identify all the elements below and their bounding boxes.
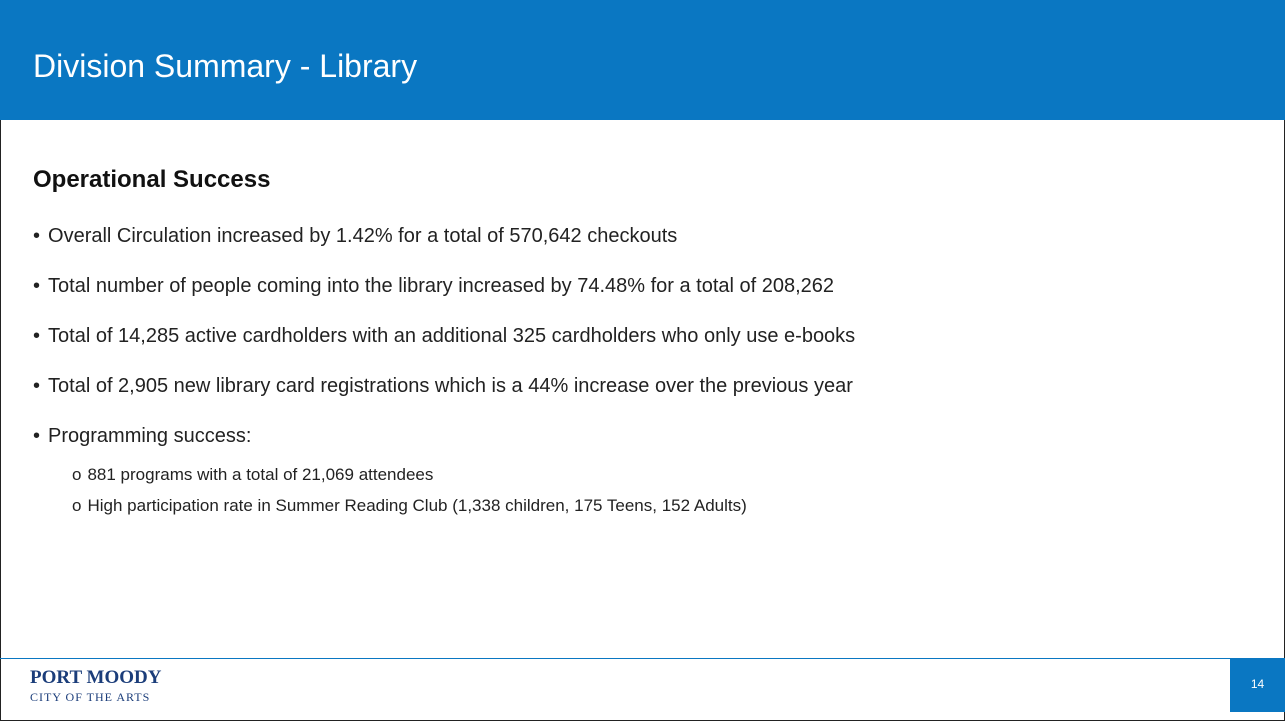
- bullet: Total of 14,285 active cardholders with …: [33, 325, 855, 348]
- footer-rule: [0, 658, 1230, 659]
- logo-subtext: CITY OF THE ARTS: [30, 690, 151, 704]
- page-number: 14: [1250, 677, 1265, 691]
- bullet: Total number of people coming into the l…: [33, 275, 834, 298]
- bullet: Overall Circulation increased by 1.42% f…: [33, 225, 677, 248]
- heading: Operational Success: [33, 166, 271, 193]
- page-number-box: 14: [1230, 658, 1285, 712]
- sub-bullet: 881 programs with a total of 21,069 atte…: [72, 465, 433, 485]
- sub-bullet: High participation rate in Summer Readin…: [72, 496, 746, 516]
- title: Division Summary - Library: [33, 48, 418, 84]
- bullet: Programming success:: [33, 425, 251, 448]
- logo-text: PORT MOODY: [30, 667, 162, 688]
- bullet: Total of 2,905 new library card registra…: [33, 375, 853, 398]
- header-bar: Division Summary - Library: [0, 0, 1285, 120]
